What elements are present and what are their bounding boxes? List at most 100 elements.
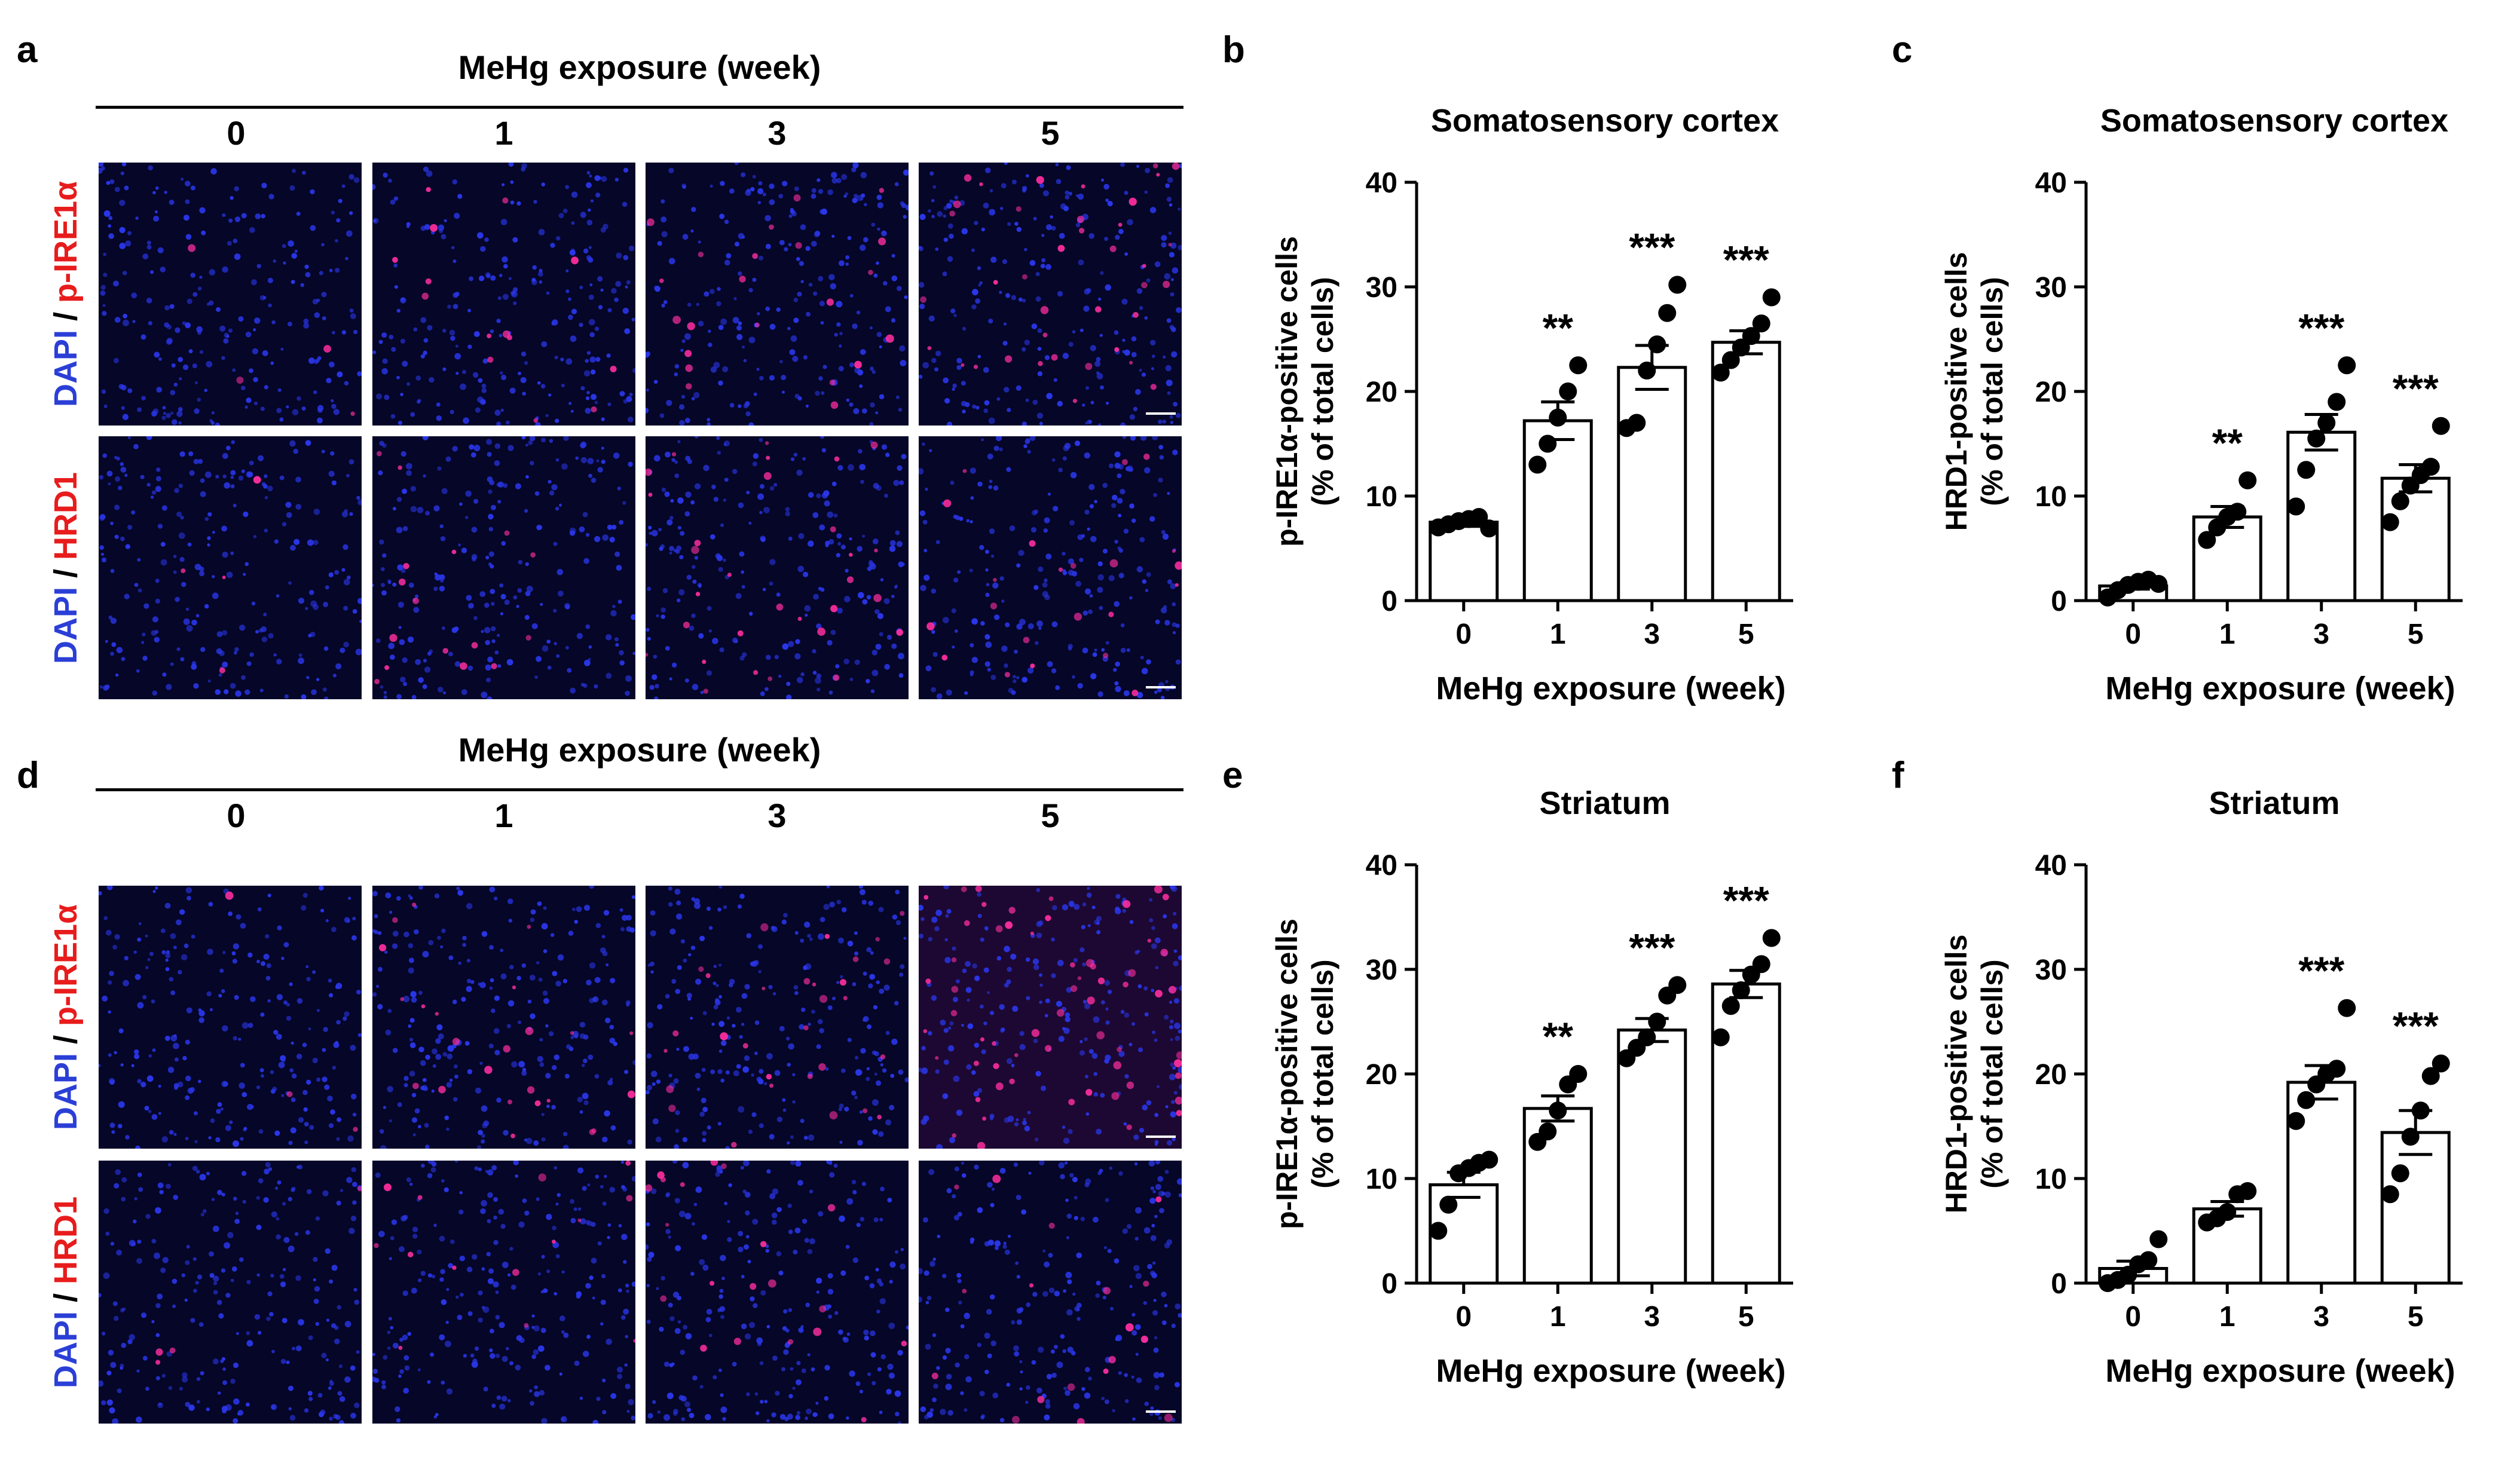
nucleus <box>901 454 907 460</box>
stained-cell <box>350 411 355 416</box>
nucleus <box>1027 1110 1031 1115</box>
nucleus <box>490 978 494 983</box>
nucleus <box>818 189 824 194</box>
x-axis-label: MeHg exposure (week) <box>1436 1353 1785 1389</box>
nucleus <box>747 1260 751 1263</box>
nucleus <box>715 984 719 987</box>
nucleus <box>467 1311 473 1317</box>
nucleus <box>582 1186 587 1191</box>
nucleus <box>611 287 617 294</box>
nucleus <box>1046 393 1053 400</box>
nucleus <box>162 406 166 410</box>
nucleus <box>442 626 445 631</box>
nucleus <box>491 639 496 644</box>
nucleus <box>899 972 904 977</box>
nucleus <box>739 551 745 557</box>
nucleus <box>995 1245 999 1250</box>
nucleus <box>120 536 125 541</box>
nucleus <box>989 189 993 192</box>
nucleus <box>185 1260 190 1265</box>
nucleus <box>712 981 717 985</box>
nucleus <box>316 1077 321 1082</box>
nucleus <box>485 272 491 278</box>
nucleus <box>904 295 908 299</box>
nucleus <box>487 696 493 699</box>
nucleus <box>769 486 775 491</box>
nucleus <box>302 1089 308 1095</box>
nucleus <box>254 1314 261 1320</box>
nucleus <box>666 400 672 406</box>
nucleus <box>809 1189 814 1193</box>
stained-cell <box>982 1116 987 1121</box>
nucleus <box>451 246 455 250</box>
nucleus <box>589 1275 594 1280</box>
nucleus <box>337 1117 342 1122</box>
nucleus <box>324 1084 330 1090</box>
nucleus <box>1036 412 1044 419</box>
nucleus <box>469 276 474 281</box>
nucleus <box>241 469 245 473</box>
nucleus <box>889 540 896 546</box>
nucleus <box>738 502 744 509</box>
nucleus <box>308 1027 311 1031</box>
nucleus <box>1124 1399 1129 1403</box>
nucleus <box>1051 937 1055 942</box>
nucleus <box>886 635 892 640</box>
stained-cell <box>666 1085 674 1093</box>
nucleus <box>708 342 712 347</box>
nucleus <box>506 1346 509 1351</box>
nucleus <box>154 351 160 358</box>
nucleus <box>797 292 802 297</box>
nucleus <box>493 1281 499 1288</box>
nucleus <box>717 907 721 912</box>
nucleus <box>377 931 382 935</box>
nucleus <box>106 1370 112 1376</box>
nucleus <box>714 999 721 1006</box>
nucleus <box>449 409 454 414</box>
nucleus <box>215 475 219 479</box>
nucleus <box>660 614 665 619</box>
nucleus <box>609 1187 616 1193</box>
nucleus <box>583 248 589 254</box>
nucleus <box>307 539 314 546</box>
nucleus <box>985 641 992 648</box>
nucleus <box>734 241 740 247</box>
nucleus <box>805 1416 808 1421</box>
nucleus <box>485 1170 488 1173</box>
nucleus <box>233 1196 237 1201</box>
nucleus <box>869 1283 875 1288</box>
nucleus <box>384 950 388 954</box>
nucleus <box>515 483 521 489</box>
nucleus <box>560 357 564 362</box>
nucleus <box>246 1280 251 1284</box>
nucleus <box>605 634 612 641</box>
nucleus <box>649 961 655 967</box>
nucleus <box>460 1293 464 1297</box>
stained-cell <box>953 200 961 209</box>
nucleus <box>760 483 764 489</box>
nucleus <box>335 985 340 989</box>
nucleus <box>222 1409 227 1414</box>
stained-cell <box>977 1141 986 1149</box>
nucleus <box>1133 1134 1139 1140</box>
nucleus <box>808 1023 811 1026</box>
nucleus <box>1016 1275 1020 1279</box>
nucleus <box>1115 661 1120 667</box>
nucleus <box>114 934 120 940</box>
nucleus <box>847 941 854 947</box>
nucleus <box>839 260 845 267</box>
nucleus <box>506 1024 511 1029</box>
nucleus <box>497 633 500 637</box>
nucleus <box>266 1317 271 1321</box>
nucleus <box>1129 414 1135 420</box>
nucleus <box>423 659 427 663</box>
nucleus <box>108 980 112 985</box>
nucleus <box>1143 986 1148 991</box>
nucleus <box>790 1367 794 1371</box>
nucleus <box>736 1064 741 1069</box>
nucleus <box>602 1410 607 1415</box>
y-tick-label: 30 <box>1366 272 1397 304</box>
nucleus <box>870 1330 876 1336</box>
nucleus <box>423 338 429 343</box>
nucleus <box>1164 1242 1170 1248</box>
